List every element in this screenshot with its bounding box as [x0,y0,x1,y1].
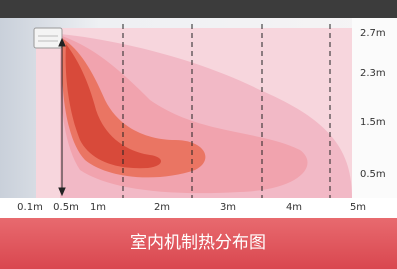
height-label: 1.5m [360,117,386,128]
height-label: 2.3m [360,68,386,79]
distance-label: 5m [350,202,366,213]
distance-label: 1m [90,202,106,213]
height-label: 2.7m [360,28,386,39]
distance-label: 4m [286,202,302,213]
heat-distribution-diagram: 室内机制热分布图 2.7m 2.3m 1.5m 0.5m 0.1m 0.5m 1m 2m 3m 4… [0,0,397,269]
top-strip [0,0,397,18]
height-label: 0.5m [360,169,386,180]
page: 室内机制热分布图 2.7m 2.3m 1.5m 0.5m 0.1m 0.5m 1m 2m 3m 4… [0,0,397,269]
distance-label: 0.1m [17,202,43,213]
distance-label: 0.5m [53,202,79,213]
distance-label: 2m [154,202,170,213]
caption: 室内机制热分布图 [130,233,266,253]
ac-unit [34,28,62,48]
distance-label: 3m [220,202,236,213]
